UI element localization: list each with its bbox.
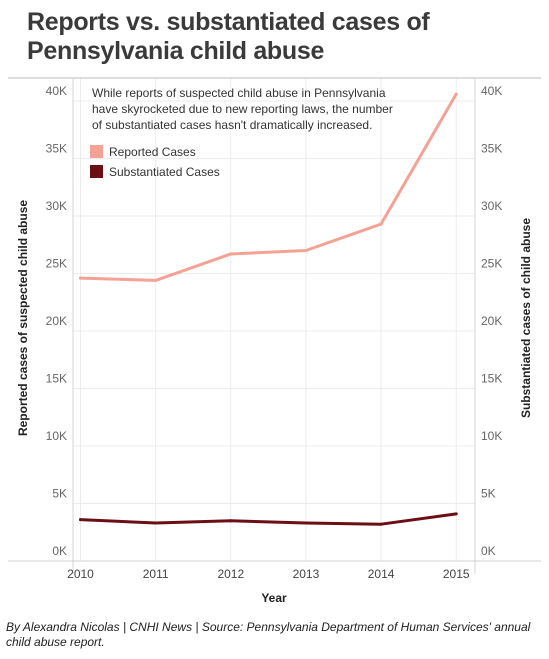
legend: Reported Cases Substantiated Cases (90, 145, 220, 179)
y-tick-label-right: 0K (481, 544, 496, 558)
y-tick-label-left: 5K (52, 487, 67, 501)
data-point-substantiated-cases (79, 518, 83, 522)
y-tick-label-right: 35K (481, 142, 502, 156)
x-tick-label: 2012 (217, 567, 244, 581)
annotation-line: of substantiated cases hasn't dramatical… (92, 118, 372, 132)
chart-frame (8, 77, 541, 574)
line-chart: 0K 5K 10K 15K 20K 25K 30K 35K 40K 0K 5K 10K 15K 20K 2… (8, 77, 541, 605)
annotation-line: have skyrocketed due to new reporting la… (92, 102, 393, 116)
data-point-reported-cases (379, 222, 383, 226)
right-y-axis-label: Substantiated cases of child abuse (519, 218, 533, 418)
y-tick-label-right: 20K (481, 314, 502, 328)
y-tick-label-left: 20K (46, 314, 67, 328)
x-axis-ticks: 2010 2011 2012 2013 2014 2015 (67, 567, 470, 581)
data-point-substantiated-cases (229, 519, 233, 523)
data-point-substantiated-cases (154, 521, 158, 525)
data-point-reported-cases (79, 276, 83, 280)
x-tick-label: 2014 (368, 567, 395, 581)
y-tick-label-left: 30K (46, 199, 67, 213)
y-tick-label-left: 40K (46, 84, 67, 98)
y-tick-label-left: 15K (46, 372, 67, 386)
y-tick-label-left: 25K (46, 257, 67, 271)
y-tick-label-right: 25K (481, 257, 502, 271)
chart-annotation: While reports of suspected child abuse i… (92, 86, 393, 132)
data-point-substantiated-cases (454, 512, 458, 516)
data-point-reported-cases (229, 252, 233, 256)
y-tick-label-right: 30K (481, 199, 502, 213)
series-line-substantiated-cases (79, 512, 458, 526)
y-tick-label-left: 0K (52, 544, 67, 558)
y-tick-label-left: 10K (46, 429, 67, 443)
left-y-axis-label: Reported cases of suspected child abuse (16, 200, 30, 436)
series-line-reported-cases (79, 92, 458, 282)
data-point-reported-cases (154, 278, 158, 282)
data-point-substantiated-cases (304, 521, 308, 525)
left-y-axis-ticks: 0K 5K 10K 15K 20K 25K 30K 35K 40K (46, 84, 67, 558)
gridlines (73, 78, 475, 561)
source-credit: By Alexandra Nicolas | CNHI News | Sourc… (6, 620, 531, 649)
right-y-axis-ticks: 0K 5K 10K 15K 20K 25K 30K 35K 40K (481, 84, 502, 558)
legend-swatch (90, 145, 103, 158)
y-tick-label-right: 5K (481, 487, 496, 501)
x-tick-label: 2011 (143, 567, 169, 581)
data-point-substantiated-cases (379, 522, 383, 526)
annotation-line: While reports of suspected child abuse i… (92, 86, 386, 100)
y-tick-label-left: 35K (46, 142, 67, 156)
x-tick-label: 2015 (443, 567, 470, 581)
chart-title: Reports vs. substantiated cases of Penns… (27, 8, 430, 65)
data-point-reported-cases (304, 249, 308, 252)
y-tick-label-right: 40K (481, 84, 502, 98)
legend-label: Substantiated Cases (109, 165, 220, 179)
legend-swatch (90, 165, 103, 178)
x-axis-label: Year (261, 591, 287, 605)
x-tick-label: 2013 (293, 567, 320, 581)
legend-label: Reported Cases (109, 145, 196, 159)
x-tick-label: 2010 (67, 567, 94, 581)
y-tick-label-right: 10K (481, 429, 502, 443)
data-point-reported-cases (454, 92, 458, 96)
y-tick-label-right: 15K (481, 372, 502, 386)
series-lines (79, 92, 458, 526)
